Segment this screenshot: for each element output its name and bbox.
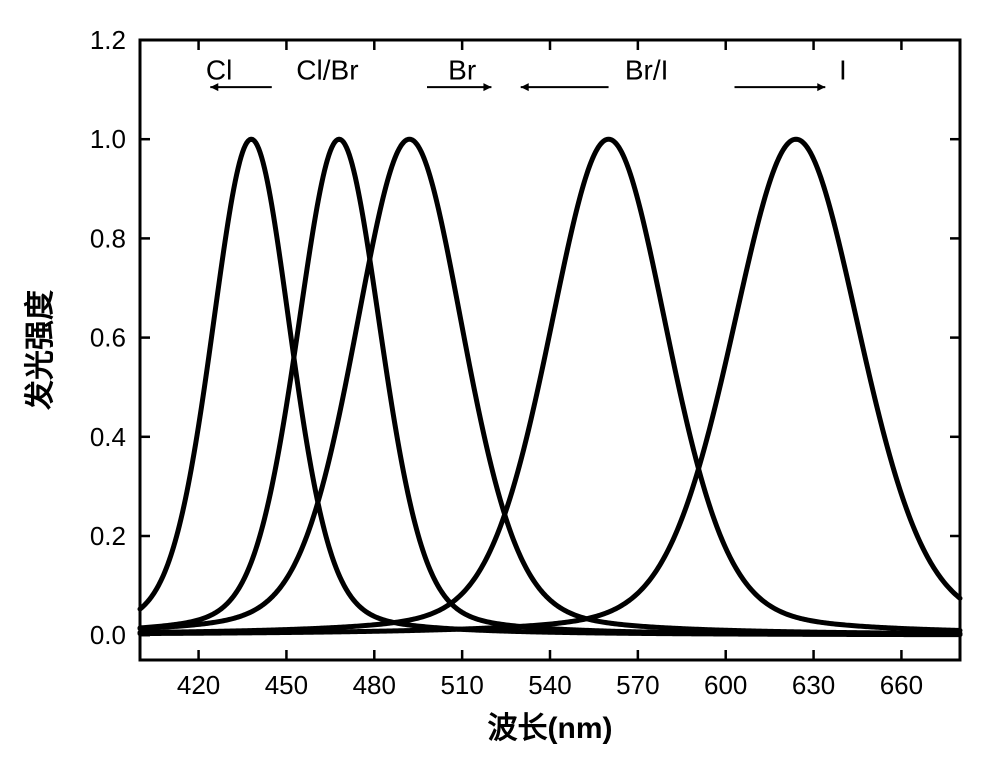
y-tick-label: 0.4 <box>90 422 126 452</box>
x-tick-label: 450 <box>265 670 308 700</box>
y-axis-label: 发光强度 <box>24 290 57 411</box>
series-label-Cl: Cl <box>206 55 232 86</box>
x-tick-label: 630 <box>792 670 835 700</box>
y-tick-label: 1.2 <box>90 25 126 55</box>
x-tick-label: 600 <box>704 670 747 700</box>
series-label-Br: Br <box>448 55 476 86</box>
y-tick-label: 0.0 <box>90 620 126 650</box>
x-tick-label: 510 <box>440 670 483 700</box>
y-tick-label: 0.2 <box>90 521 126 551</box>
series-label-ClBr: Cl/Br <box>296 55 358 86</box>
x-tick-label: 660 <box>880 670 923 700</box>
y-tick-label: 0.8 <box>90 223 126 253</box>
y-tick-label: 0.6 <box>90 323 126 353</box>
y-tick-label: 1.0 <box>90 124 126 154</box>
x-tick-label: 480 <box>353 670 396 700</box>
line-chart: 420 450 480 510 540 570 600 630 660 0.0 0.2 0.4 0.6 0… <box>0 0 1000 766</box>
x-tick-label: 420 <box>177 670 220 700</box>
x-tick-label: 570 <box>616 670 659 700</box>
series-label-BrI: Br/I <box>625 55 669 86</box>
chart-background <box>0 0 1000 766</box>
x-tick-label: 540 <box>528 670 571 700</box>
x-axis-label: 波长(nm) <box>488 712 613 745</box>
series-label-I: I <box>839 55 847 86</box>
chart-container: 420 450 480 510 540 570 600 630 660 0.0 0.2 0.4 0.6 0… <box>0 0 1000 766</box>
